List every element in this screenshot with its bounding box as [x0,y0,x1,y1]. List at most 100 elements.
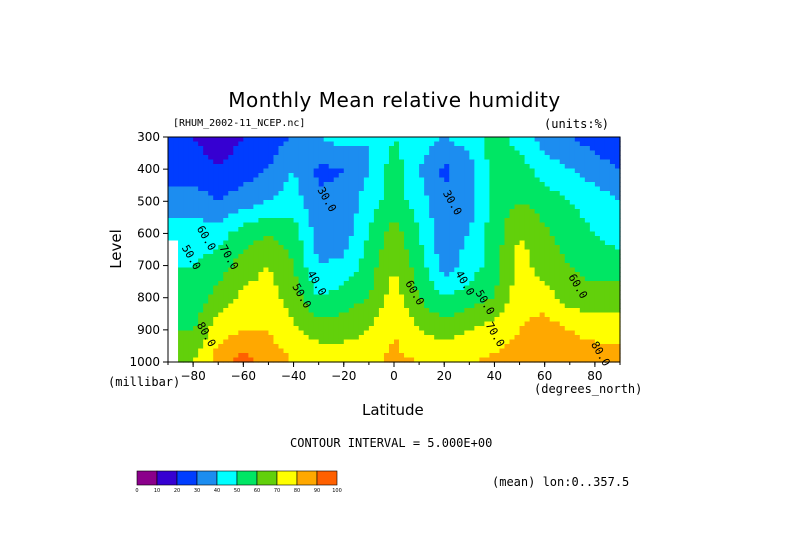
heatmap-cell [298,159,305,165]
heatmap-cell [429,200,435,206]
heatmap-cell [238,218,244,224]
heatmap-cell [308,263,315,269]
heatmap-cell [464,245,470,251]
heatmap-cell [449,330,455,336]
heatmap-cell [579,294,586,300]
heatmap-cell [479,294,485,300]
heatmap-cell [383,290,390,296]
heatmap-cell [243,137,249,143]
heatmap-cell [178,168,184,174]
heatmap-cell [429,272,435,278]
heatmap-cell [509,209,516,215]
heatmap-cell [358,164,365,170]
heatmap-cell [268,321,275,327]
heatmap-cell [424,308,430,314]
heatmap-cell [514,308,521,314]
heatmap-cell [569,330,576,336]
heatmap-cell [263,222,270,228]
heatmap-cell [233,222,239,228]
heatmap-cell [288,186,295,192]
heatmap-cell [193,186,199,192]
contour-interval-label: CONTOUR INTERVAL = 5.000E+00 [290,436,493,450]
heatmap-cell [539,213,546,219]
heatmap-cell [564,213,571,219]
heatmap-cell [273,272,280,278]
heatmap-cell [318,267,325,273]
heatmap-cell [484,276,491,282]
heatmap-cell [193,155,199,161]
heatmap-cell [193,303,199,309]
heatmap-cell [198,159,204,165]
heatmap-cell [549,164,556,170]
heatmap-cell [449,335,455,341]
heatmap-cell [424,155,430,161]
heatmap-cell [609,164,616,170]
heatmap-cell [288,209,295,215]
heatmap-cell [353,213,360,219]
heatmap-cell [273,290,280,296]
heatmap-cell [439,209,445,215]
heatmap-cell [363,146,370,152]
heatmap-cell [203,317,209,323]
heatmap-cell [233,249,239,255]
heatmap-cell [268,173,275,179]
heatmap-cell [333,168,340,174]
heatmap-cell [168,195,174,201]
heatmap-cell [419,326,425,332]
heatmap-cell [378,272,385,278]
heatmap-cell [223,285,229,291]
heatmap-cell [368,164,375,170]
heatmap-cell [198,168,204,174]
heatmap-cell [394,141,400,147]
heatmap-cell [599,267,606,273]
heatmap-cell [183,240,189,246]
heatmap-cell [213,308,219,314]
heatmap-cell [248,344,254,350]
heatmap-cell [203,339,209,345]
heatmap-cell [519,344,526,350]
heatmap-cell [434,326,440,332]
heatmap-cell [534,150,541,156]
heatmap-cell [338,231,345,237]
heatmap-cell [589,182,596,188]
heatmap-cell [519,357,526,363]
heatmap-cell [494,204,501,210]
heatmap-cell [273,258,280,264]
heatmap-cell [293,249,300,255]
heatmap-cell [474,276,480,282]
heatmap-cell [464,254,470,260]
heatmap-cell [409,272,415,278]
heatmap-cell [419,218,425,224]
heatmap-cell [599,290,606,296]
heatmap-cell [544,281,551,287]
heatmap-cell [188,348,194,354]
heatmap-cell [544,204,551,210]
heatmap-cell [168,177,174,183]
heatmap-cell [188,236,194,242]
heatmap-cell [258,263,265,269]
heatmap-cell [464,213,470,219]
heatmap-cell [233,159,239,165]
heatmap-cell [604,245,611,251]
colorbar-label: 40 [214,488,220,494]
heatmap-cell [313,168,320,174]
heatmap-cell [368,281,375,287]
heatmap-cell [268,231,275,237]
heatmap-cell [414,267,420,273]
heatmap-cell [293,299,300,305]
heatmap-cell [278,276,285,282]
heatmap-cell [599,312,606,318]
heatmap-cell [484,200,491,206]
heatmap-cell [308,281,315,287]
heatmap-cell [368,150,375,156]
heatmap-cell [459,258,465,264]
heatmap-cell [168,344,174,350]
heatmap-cell [529,303,536,309]
heatmap-cell [248,281,254,287]
heatmap-cell [569,267,576,273]
heatmap-cell [459,227,465,233]
heatmap-cell [388,155,395,161]
heatmap-cell [479,272,485,278]
heatmap-cell [248,263,254,269]
heatmap-cell [338,330,345,336]
